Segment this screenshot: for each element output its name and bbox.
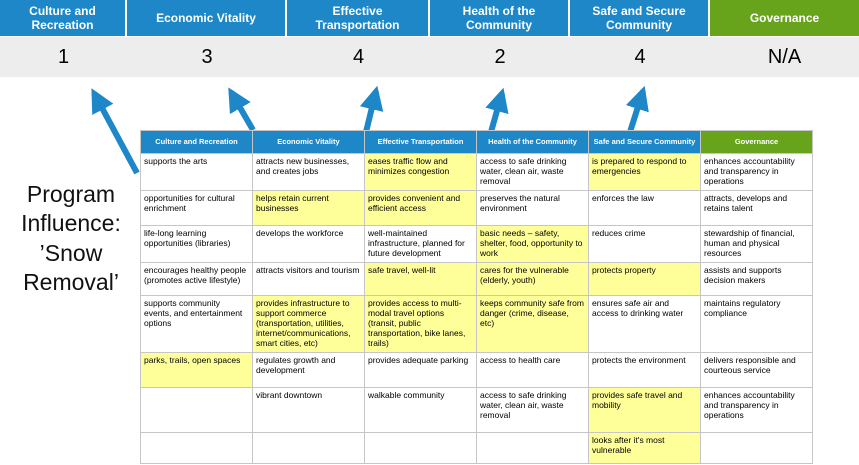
- influence-table: Culture and Recreation Economic Vitality E…: [140, 130, 813, 464]
- score-value-0: 1: [57, 45, 70, 68]
- table-cell-r3-c3: well-maintained infrastructure, planned …: [365, 226, 476, 262]
- table-cell-r3-c4: basic needs – safety, shelter, food, opp…: [477, 226, 588, 262]
- table-header-4: Safe and Secure Community: [589, 131, 700, 153]
- score-value-1: 3: [201, 45, 213, 68]
- program-influence-title: Program Influence: ’Snow Removal’: [2, 180, 140, 298]
- table-cell-r7-c1: [141, 388, 252, 432]
- table-cell-r5-c1: supports community events, and entertain…: [141, 296, 252, 352]
- table-cell-r2-c3: provides convenient and efficient access: [365, 191, 476, 225]
- table-cell-r3-c6: stewardship of financial, human and phys…: [701, 226, 812, 262]
- score-value-2: 4: [352, 45, 365, 68]
- up-arrow-5: [625, 85, 649, 133]
- table-cell-r8-c4: [477, 433, 588, 463]
- program-influence-title-line2: ’Snow Removal’: [23, 239, 119, 296]
- category-header-4: Safe and Secure Community: [570, 0, 710, 36]
- category-header-0: Culture and Recreation: [0, 0, 127, 36]
- table-cell-r7-c6: enhances accountability and transparency…: [701, 388, 812, 432]
- score-bar: 1 3 4 2 4 N/A: [0, 37, 859, 77]
- table-cell-r2-c5: enforces the law: [589, 191, 700, 225]
- table-header-3: Health of the Community: [477, 131, 588, 153]
- table-cell-r3-c2: develops the workforce: [253, 226, 364, 262]
- category-header-3: Health of the Community: [430, 0, 570, 36]
- table-cell-r5-c5: ensures safe air and access to drinking …: [589, 296, 700, 352]
- program-influence-title-line1: Program Influence:: [21, 181, 121, 237]
- table-cell-r4-c6: assists and supports decision makers: [701, 263, 812, 295]
- score-value-3: 2: [494, 45, 506, 68]
- table-cell-r6-c4: access to health care: [477, 353, 588, 387]
- table-cell-r7-c4: access to safe drinking water, clean air…: [477, 388, 588, 432]
- table-cell-r6-c3: provides adequate parking: [365, 353, 476, 387]
- table-cell-r1-c5: is prepared to respond to emergencies: [589, 154, 700, 190]
- table-cell-r8-c3: [365, 433, 476, 463]
- table-cell-r2-c1: opportunities for cultural enrichment: [141, 191, 252, 225]
- table-cell-r6-c5: protects the environment: [589, 353, 700, 387]
- table-cell-r2-c6: attracts, develops and retains talent: [701, 191, 812, 225]
- table-cell-r5-c4: keeps community safe from danger (crime,…: [477, 296, 588, 352]
- category-header-2: Effective Transportation: [287, 0, 430, 36]
- table-cell-r1-c2: attracts new businesses, and creates job…: [253, 154, 364, 190]
- table-cell-r3-c5: reduces crime: [589, 226, 700, 262]
- table-cell-r4-c1: encourages healthy people (promotes acti…: [141, 263, 252, 295]
- table-cell-r1-c4: access to safe drinking water, clean air…: [477, 154, 588, 190]
- category-header-bar: Culture and Recreation Economic Vitality E…: [0, 0, 859, 36]
- table-cell-r5-c3: provides access to multi-modal travel op…: [365, 296, 476, 352]
- score-value-4: 4: [634, 45, 646, 68]
- table-cell-r6-c6: delivers responsible and courteous servi…: [701, 353, 812, 387]
- table-cell-r6-c2: regulates growth and development: [253, 353, 364, 387]
- table-header-1: Economic Vitality: [253, 131, 364, 153]
- table-header-0: Culture and Recreation: [141, 131, 252, 153]
- up-arrow-1: [91, 88, 140, 175]
- table-cell-r8-c1: [141, 433, 252, 463]
- table-cell-r5-c6: maintains regulatory compliance: [701, 296, 812, 352]
- up-arrow-3: [359, 85, 384, 133]
- up-arrow-4: [485, 87, 509, 133]
- table-cell-r6-c1: parks, trails, open spaces: [141, 353, 252, 387]
- table-header-2: Effective Transportation: [365, 131, 476, 153]
- table-cell-r8-c2: [253, 433, 364, 463]
- table-cell-r1-c1: supports the arts: [141, 154, 252, 190]
- table-cell-r7-c2: vibrant downtown: [253, 388, 364, 432]
- table-cell-r4-c4: cares for the vulnerable (elderly, youth…: [477, 263, 588, 295]
- table-cell-r4-c3: safe travel, well-lit: [365, 263, 476, 295]
- table-header-5: Governance: [701, 131, 812, 153]
- table-cell-r2-c2: helps retain current businesses: [253, 191, 364, 225]
- table-cell-r4-c2: attracts visitors and tourism: [253, 263, 364, 295]
- category-header-5: Governance: [710, 0, 859, 36]
- score-value-5: N/A: [767, 45, 802, 68]
- table-cell-r3-c1: life-long learning opportunities (librar…: [141, 226, 252, 262]
- table-cell-r8-c5: looks after it's most vulnerable: [589, 433, 700, 463]
- table-cell-r2-c4: preserves the natural environment: [477, 191, 588, 225]
- category-header-1: Economic Vitality: [127, 0, 287, 36]
- table-cell-r5-c2: provides infrastructure to support comme…: [253, 296, 364, 352]
- up-arrow-2: [228, 87, 256, 132]
- table-cell-r8-c6: [701, 433, 812, 463]
- table-cell-r1-c3: eases traffic flow and minimizes congest…: [365, 154, 476, 190]
- table-cell-r7-c3: walkable community: [365, 388, 476, 432]
- table-cell-r7-c5: provides safe travel and mobility: [589, 388, 700, 432]
- table-cell-r4-c5: protects property: [589, 263, 700, 295]
- table-cell-r1-c6: enhances accountability and transparency…: [701, 154, 812, 190]
